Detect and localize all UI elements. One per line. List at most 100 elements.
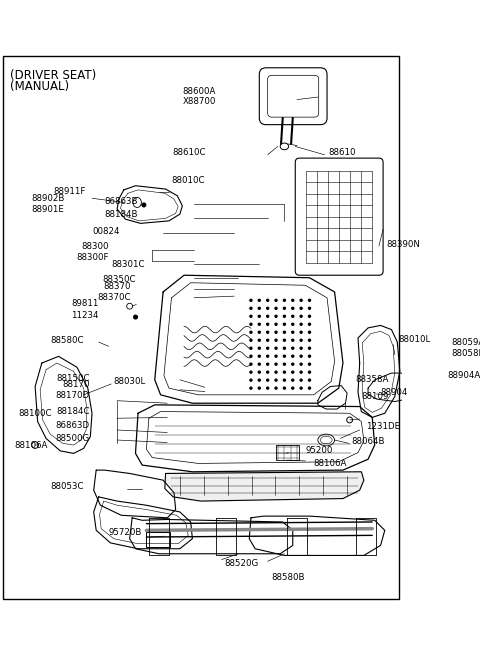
Circle shape	[300, 324, 302, 326]
Ellipse shape	[318, 434, 335, 446]
Circle shape	[258, 387, 260, 389]
Circle shape	[300, 363, 302, 365]
Circle shape	[275, 299, 277, 301]
Circle shape	[250, 355, 252, 357]
Circle shape	[283, 307, 286, 309]
Text: 88030L: 88030L	[113, 377, 145, 386]
Ellipse shape	[347, 417, 353, 423]
Bar	[276, 445, 300, 460]
Circle shape	[292, 355, 294, 357]
Polygon shape	[216, 518, 236, 555]
Circle shape	[283, 324, 286, 326]
Circle shape	[283, 363, 286, 365]
Circle shape	[275, 371, 277, 373]
Circle shape	[300, 355, 302, 357]
Text: 88580C: 88580C	[50, 336, 84, 345]
Circle shape	[292, 347, 294, 349]
Text: (MANUAL): (MANUAL)	[10, 81, 69, 93]
Circle shape	[258, 355, 260, 357]
Text: 88500G: 88500G	[55, 434, 89, 443]
Circle shape	[267, 331, 269, 333]
Text: 88150C: 88150C	[56, 373, 89, 383]
Circle shape	[300, 315, 302, 317]
Polygon shape	[249, 516, 385, 555]
Circle shape	[283, 355, 286, 357]
Circle shape	[300, 307, 302, 309]
Circle shape	[309, 355, 311, 357]
Circle shape	[275, 387, 277, 389]
Circle shape	[275, 331, 277, 333]
Circle shape	[309, 307, 311, 309]
Circle shape	[300, 339, 302, 341]
Circle shape	[300, 331, 302, 333]
Circle shape	[283, 347, 286, 349]
Circle shape	[300, 387, 302, 389]
Circle shape	[283, 339, 286, 341]
Text: 95200: 95200	[305, 446, 333, 455]
Ellipse shape	[280, 143, 288, 150]
Text: 89811: 89811	[72, 299, 99, 308]
Circle shape	[283, 315, 286, 317]
Text: 88100C: 88100C	[18, 409, 52, 418]
Text: 88902B
88901E: 88902B 88901E	[32, 195, 65, 214]
Circle shape	[267, 324, 269, 326]
Text: 11234: 11234	[71, 311, 99, 320]
Circle shape	[283, 379, 286, 381]
Text: 88370
88370C: 88370 88370C	[98, 282, 132, 302]
Circle shape	[283, 331, 286, 333]
Text: 88106A: 88106A	[14, 441, 48, 449]
Circle shape	[267, 299, 269, 301]
Text: 88358A: 88358A	[356, 375, 389, 384]
Circle shape	[250, 331, 252, 333]
Circle shape	[292, 299, 294, 301]
Circle shape	[267, 387, 269, 389]
Text: 1231DE: 1231DE	[366, 422, 400, 431]
Circle shape	[250, 379, 252, 381]
Text: 88350C: 88350C	[103, 275, 136, 284]
Ellipse shape	[142, 203, 146, 207]
Circle shape	[275, 379, 277, 381]
Circle shape	[267, 363, 269, 365]
Ellipse shape	[133, 315, 138, 319]
Circle shape	[250, 315, 252, 317]
Polygon shape	[318, 386, 347, 409]
Text: 88600A
X88700: 88600A X88700	[182, 86, 216, 106]
Circle shape	[258, 363, 260, 365]
Circle shape	[275, 347, 277, 349]
Circle shape	[292, 387, 294, 389]
Ellipse shape	[133, 197, 142, 208]
Circle shape	[267, 379, 269, 381]
Text: 88580B: 88580B	[272, 572, 305, 582]
Text: 88300
88300F: 88300 88300F	[76, 242, 109, 261]
FancyBboxPatch shape	[259, 67, 327, 124]
Circle shape	[309, 387, 311, 389]
Ellipse shape	[435, 334, 447, 342]
Polygon shape	[155, 275, 343, 403]
Circle shape	[275, 324, 277, 326]
Circle shape	[250, 307, 252, 309]
Polygon shape	[165, 472, 364, 501]
Circle shape	[309, 339, 311, 341]
Circle shape	[267, 371, 269, 373]
Circle shape	[292, 363, 294, 365]
Text: 88010L: 88010L	[398, 335, 431, 344]
Circle shape	[258, 339, 260, 341]
Ellipse shape	[127, 303, 132, 309]
Polygon shape	[358, 326, 400, 417]
Text: 88170
88170D: 88170 88170D	[55, 380, 89, 400]
Circle shape	[258, 347, 260, 349]
Text: 88904: 88904	[381, 388, 408, 397]
Polygon shape	[130, 518, 293, 553]
Polygon shape	[287, 518, 307, 555]
Circle shape	[250, 387, 252, 389]
Circle shape	[267, 347, 269, 349]
Text: 88610: 88610	[328, 148, 355, 157]
Text: 88301C: 88301C	[111, 260, 144, 269]
Circle shape	[300, 299, 302, 301]
Circle shape	[267, 315, 269, 317]
Circle shape	[283, 299, 286, 301]
Ellipse shape	[320, 436, 332, 444]
Polygon shape	[368, 373, 420, 402]
Circle shape	[250, 347, 252, 349]
Circle shape	[275, 355, 277, 357]
